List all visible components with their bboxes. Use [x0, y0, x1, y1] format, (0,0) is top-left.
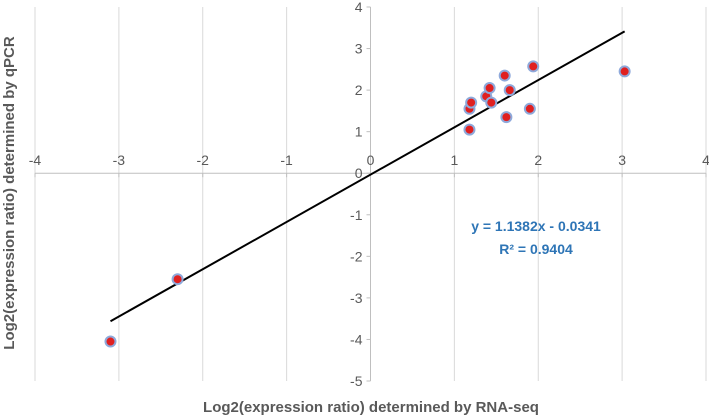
x-tick-label: 3: [618, 152, 626, 168]
y-tick-label: 3: [355, 41, 363, 57]
y-tick-label: -4: [350, 331, 363, 347]
data-point: [618, 65, 631, 78]
data-point: [527, 60, 540, 73]
data-point: [171, 273, 184, 286]
x-tick-label: 1: [450, 152, 458, 168]
y-tick-label: 1: [355, 124, 363, 140]
data-point: [465, 96, 478, 109]
x-tick-label: -1: [280, 152, 293, 168]
data-point: [503, 84, 516, 97]
data-point: [523, 102, 536, 115]
data-point: [485, 96, 498, 109]
x-tick-label: 2: [534, 152, 542, 168]
x-tick-label: -3: [113, 152, 126, 168]
x-tick-label: -4: [29, 152, 42, 168]
data-point: [498, 69, 511, 82]
x-tick-label: 4: [702, 152, 709, 168]
r-squared-label: R² = 0.9404: [499, 241, 573, 257]
x-tick-label: -2: [197, 152, 210, 168]
data-point: [463, 123, 476, 136]
y-tick-label: -2: [350, 248, 363, 264]
y-tick-label: -1: [350, 207, 363, 223]
y-tick-label: -5: [350, 373, 363, 389]
y-axis-title: Log2(expression ratio) determined by qPC…: [1, 36, 18, 350]
data-point: [104, 335, 117, 348]
data-point: [500, 111, 513, 124]
x-tick-label: 0: [367, 152, 375, 168]
axes: [34, 6, 707, 382]
y-tick-label: 2: [355, 82, 363, 98]
y-tick-label: 0: [355, 165, 363, 181]
data-points: [104, 60, 631, 348]
y-tick-label: 4: [355, 0, 363, 15]
y-tick-label: -3: [350, 290, 363, 306]
trendline-group: [109, 30, 626, 323]
trendline: [109, 30, 626, 323]
x-axis-title: Log2(expression ratio) determined by RNA…: [203, 399, 539, 416]
trendline-equation: y = 1.1382x - 0.0341: [471, 218, 601, 234]
data-point: [483, 82, 496, 95]
